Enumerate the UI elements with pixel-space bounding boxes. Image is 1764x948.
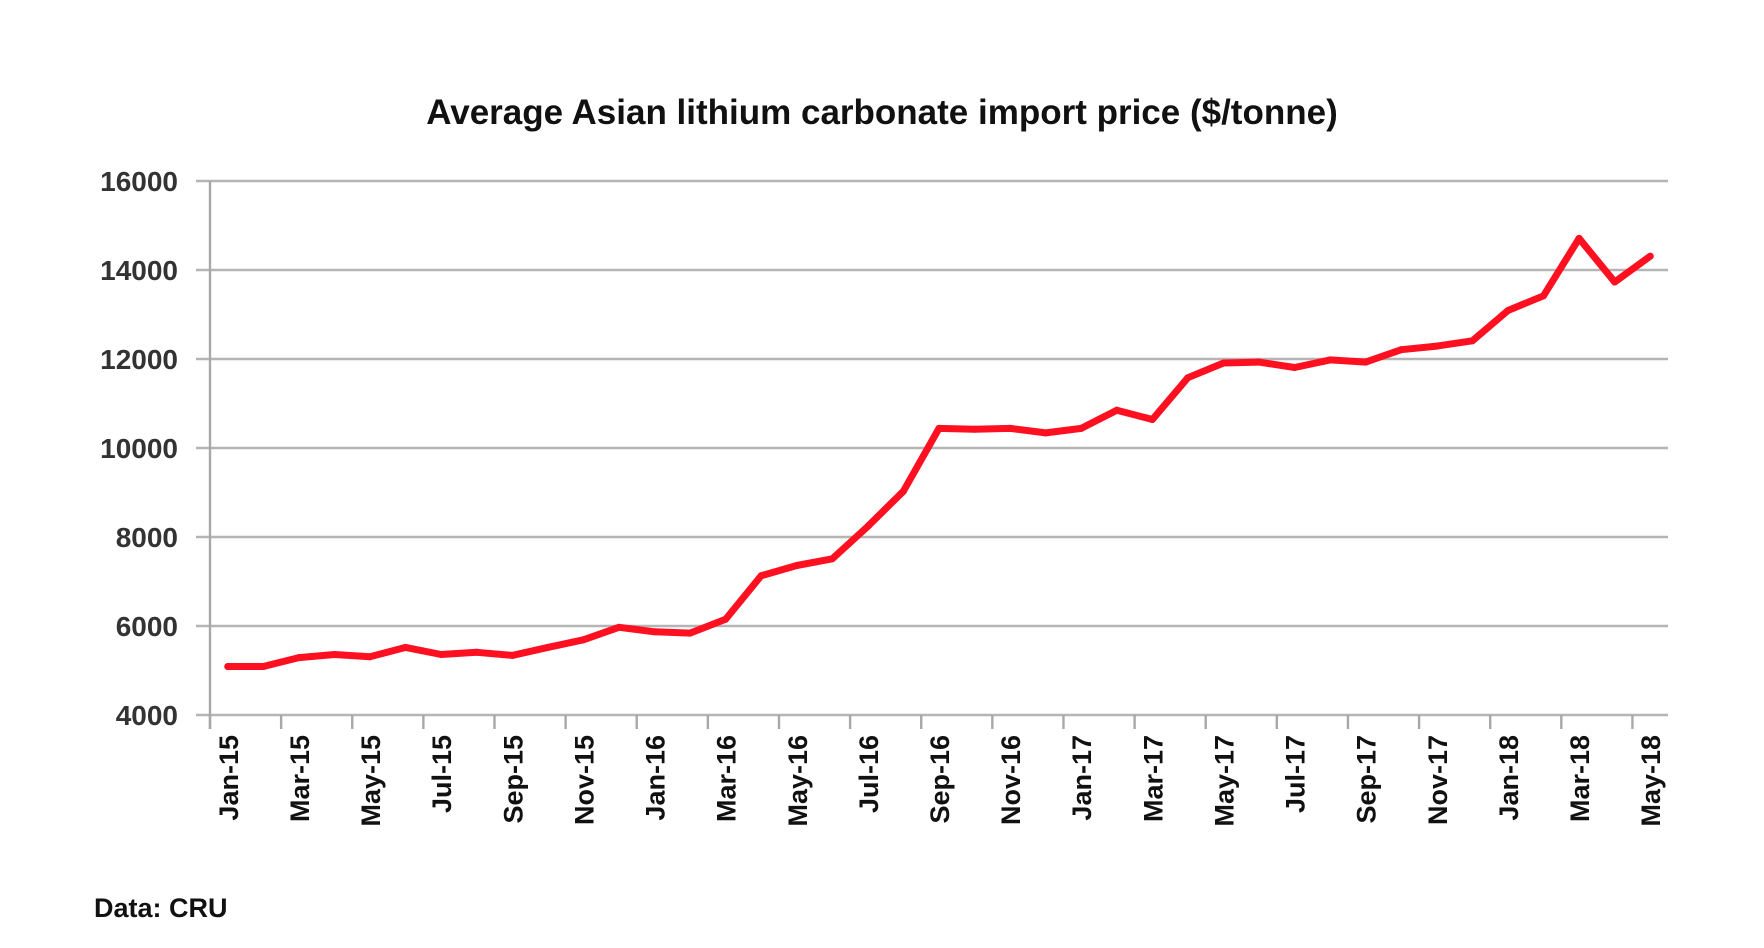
data-point-Dec-15 — [615, 623, 623, 631]
data-point-Apr-15 — [330, 650, 338, 658]
data-point-Dec-16 — [1042, 429, 1050, 437]
data-point-Jun-16 — [828, 555, 836, 563]
data-point-Jul-16 — [864, 522, 872, 530]
data-point-Feb-17 — [1113, 406, 1121, 414]
data-point-Mar-18 — [1575, 234, 1583, 242]
x-tick-label: May-15 — [356, 735, 386, 827]
y-tick-label: 16000 — [100, 166, 178, 197]
data-point-Oct-15 — [544, 643, 552, 651]
data-point-Apr-17 — [1184, 374, 1192, 382]
x-tick-label: Mar-17 — [1138, 735, 1168, 822]
data-point-Jan-17 — [1077, 424, 1085, 432]
gridlines — [196, 179, 1668, 729]
chart-title: Average Asian lithium carbonate import p… — [426, 93, 1337, 132]
x-tick-label: Jan-17 — [1067, 735, 1097, 821]
y-tick-label: 14000 — [100, 255, 178, 286]
data-point-Apr-18 — [1611, 278, 1619, 286]
x-tick-label: Jul-15 — [427, 735, 457, 813]
x-tick-label: Sep-15 — [498, 735, 528, 824]
x-tick-label: Sep-17 — [1352, 735, 1382, 824]
data-point-Apr-16 — [757, 572, 765, 580]
x-tick-label: Mar-18 — [1565, 735, 1595, 822]
data-point-Mar-17 — [1148, 416, 1156, 424]
data-point-Aug-16 — [899, 487, 907, 495]
data-point-Sep-16 — [935, 424, 943, 432]
x-tick-label: May-17 — [1209, 735, 1239, 827]
data-point-May-18 — [1646, 252, 1654, 260]
series-group — [224, 234, 1654, 670]
data-point-Jan-16 — [651, 628, 659, 636]
x-tick-label: Jan-16 — [641, 735, 671, 821]
y-axis-ticks: 4000 6000 8000 10000 12000 14000 16000 — [100, 166, 178, 731]
data-point-May-15 — [366, 653, 374, 661]
x-tick-label: May-16 — [783, 735, 813, 827]
y-tick-label: 8000 — [116, 522, 178, 553]
y-tick-label: 12000 — [100, 344, 178, 375]
data-point-Jan-15 — [224, 662, 232, 670]
data-point-Nov-15 — [579, 636, 587, 644]
x-tick-label: Nov-15 — [569, 735, 599, 825]
x-tick-label: Nov-17 — [1423, 735, 1453, 825]
data-point-Aug-17 — [1326, 356, 1334, 364]
x-tick-label: Jan-18 — [1494, 735, 1524, 821]
x-tick-label: Mar-16 — [712, 735, 742, 822]
data-point-Jun-17 — [1255, 358, 1263, 366]
data-point-Jul-17 — [1291, 363, 1299, 371]
data-point-Dec-17 — [1468, 337, 1476, 345]
data-point-May-17 — [1219, 359, 1227, 367]
y-tick-label: 10000 — [100, 433, 178, 464]
y-tick-label: 4000 — [116, 700, 178, 731]
data-point-Aug-15 — [473, 648, 481, 656]
source-note: Data: CRU — [94, 893, 228, 923]
data-point-Sep-17 — [1362, 358, 1370, 366]
data-point-Nov-17 — [1433, 342, 1441, 350]
data-point-Mar-16 — [722, 615, 730, 623]
data-point-Mar-15 — [295, 654, 303, 662]
data-point-Oct-16 — [971, 425, 979, 433]
data-point-Feb-15 — [259, 662, 267, 670]
data-point-Oct-17 — [1397, 346, 1405, 354]
x-axis-ticks: Jan-15 Mar-15 May-15 Jul-15 Sep-15 Nov-15 Jan-… — [208, 715, 1666, 827]
x-tick-label: Jul-16 — [854, 735, 884, 813]
data-point-Feb-16 — [686, 629, 694, 637]
x-tick-label: Jul-17 — [1281, 735, 1311, 813]
x-tick-label: Mar-15 — [285, 735, 315, 822]
x-tick-label: May-18 — [1636, 735, 1666, 827]
y-tick-label: 6000 — [116, 611, 178, 642]
data-point-Jul-15 — [437, 650, 445, 658]
x-tick-label: Sep-16 — [925, 735, 955, 824]
data-point-Jun-15 — [402, 643, 410, 651]
data-point-Nov-16 — [1006, 424, 1014, 432]
x-tick-label: Nov-16 — [996, 735, 1026, 825]
data-point-May-16 — [793, 561, 801, 569]
x-tick-label: Jan-15 — [214, 735, 244, 821]
data-point-Sep-15 — [508, 651, 516, 659]
price-series-line — [224, 234, 1654, 670]
data-point-Feb-18 — [1540, 292, 1548, 300]
data-point-Jan-18 — [1504, 306, 1512, 314]
